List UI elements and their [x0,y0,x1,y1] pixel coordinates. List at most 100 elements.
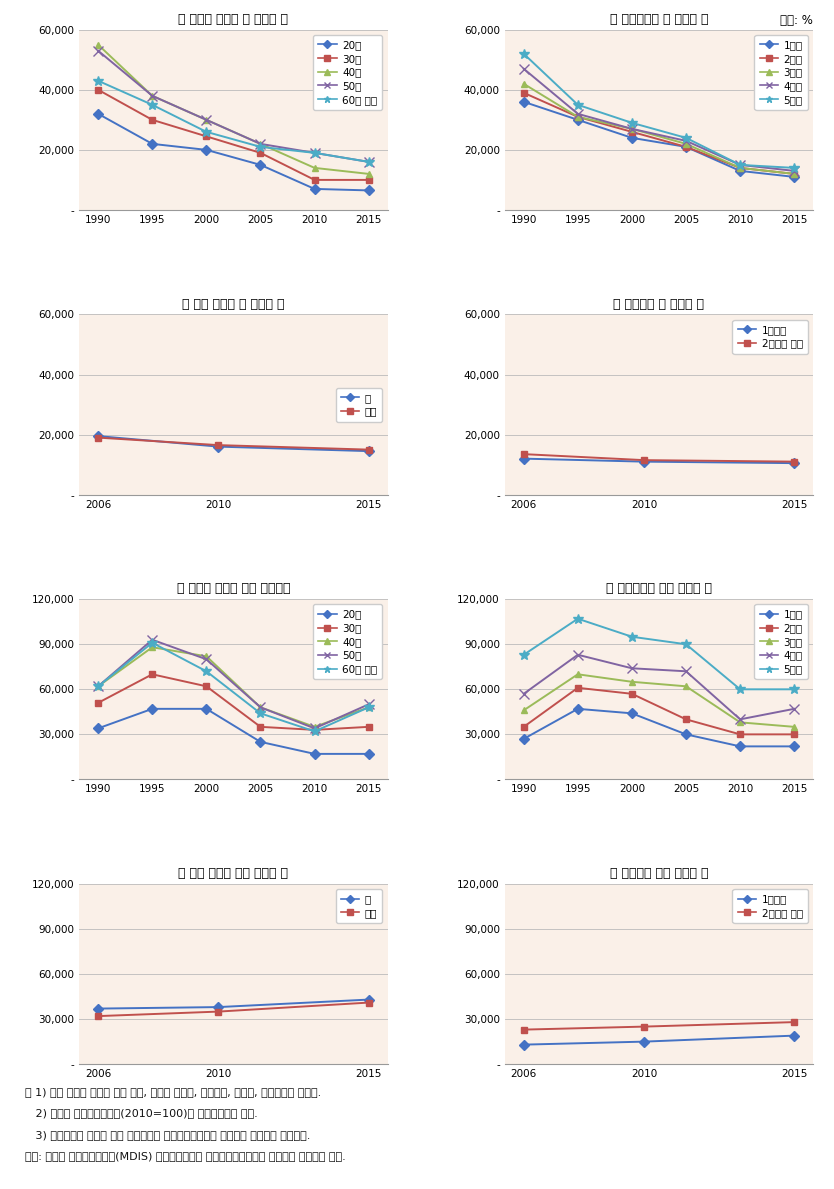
30대 [255,719,265,734]
Line: 1인가구: 1인가구 [520,455,797,466]
2분위 [789,728,799,742]
60대 이상 [93,74,103,88]
20대 [255,735,265,749]
50대 [201,652,211,666]
5분위 [519,46,529,61]
40대 [364,166,374,181]
동 [214,440,224,454]
60대 이상 [255,140,265,155]
3분위 [681,679,691,693]
4분위 [735,712,745,726]
1인가구 [639,1034,649,1049]
Text: 자료: 통계청 마이크로데이터(MDIS) 원격접근서비스 〈가계동향조사〉를 이용하여 원시자료 분서.: 자료: 통계청 마이크로데이터(MDIS) 원격접근서비스 〈가계동향조사〉를 … [25,1151,346,1160]
60대 이상 [148,97,158,112]
Line: 50대: 50대 [93,46,374,166]
4분위 [627,121,637,136]
50대 [309,722,319,736]
5분위 [681,637,691,652]
Legend: 1분위, 2분위, 3분위, 4분위, 5분위: 1분위, 2분위, 3분위, 4분위, 5분위 [755,34,808,109]
동 [93,429,103,443]
60대 이상 [201,125,211,139]
Line: 4분위: 4분위 [519,650,799,724]
1인가구 [789,457,799,471]
3분위 [681,137,691,151]
읍면 [214,438,224,452]
1분위 [573,113,583,127]
2분위 [573,109,583,124]
Line: 4분위: 4분위 [519,64,799,176]
60대 이상 [255,706,265,721]
Line: 5분위: 5분위 [519,614,799,694]
5분위 [519,648,529,662]
40대 [148,89,158,103]
30대 [148,667,158,681]
읍면 [364,995,374,1009]
5분위 [789,682,799,697]
20대 [364,183,374,197]
Text: 3) 가구원수는 가구원 수의 제곱근으로 균등화하였으므로 가구원당 기준으로 표준화됨.: 3) 가구원수는 가구원 수의 제곱근으로 균등화하였으므로 가구원당 기준으로… [25,1130,310,1139]
20대 [148,137,158,151]
Title: 〈 가구주 연령별 육류 지출액〉: 〈 가구주 연령별 육류 지출액〉 [177,583,290,596]
20대 [364,747,374,761]
4분위 [519,62,529,76]
4분위 [519,687,529,702]
Title: 〈 소득분위별 쌍 지출액 〉: 〈 소득분위별 쌍 지출액 〉 [610,13,708,26]
50대 [255,700,265,715]
4분위 [573,107,583,121]
60대 이상 [309,146,319,161]
Line: 50대: 50대 [93,635,374,734]
Line: 1분위: 1분위 [520,99,797,181]
2인이상 가구 [519,447,529,461]
4분위 [627,661,637,675]
Line: 2분위: 2분위 [520,685,797,738]
읍면 [364,442,374,457]
Line: 3분위: 3분위 [520,81,797,177]
1분위 [519,95,529,109]
50대 [364,155,374,169]
Legend: 동, 읍면: 동, 읍면 [335,889,383,923]
40대 [148,640,158,654]
Legend: 동, 읍면: 동, 읍면 [335,388,383,422]
60대 이상 [309,724,319,738]
30대 [93,696,103,710]
Line: 60대 이상: 60대 이상 [93,637,374,736]
1인가구 [519,452,529,466]
30대 [93,83,103,97]
40대 [201,649,211,663]
읍면 [214,1005,224,1019]
Title: 〈 거주 지역별 쌍 지출액 〉: 〈 거주 지역별 쌍 지출액 〉 [182,297,284,310]
1분위 [681,728,691,742]
4분위 [789,164,799,178]
FancyBboxPatch shape [5,2,829,1097]
Text: 2) 품목별 소비자물가지수(2010=100)로 디플레이트한 값임.: 2) 품목별 소비자물가지수(2010=100)로 디플레이트한 값임. [25,1108,258,1118]
Line: 2분위: 2분위 [520,89,797,177]
40대 [309,161,319,175]
2인이상 가구 [789,454,799,468]
1분위 [681,140,691,155]
3분위 [735,161,745,175]
40대 [255,700,265,715]
20대 [255,158,265,172]
2인이상 가구 [789,1015,799,1030]
1분위 [735,164,745,178]
5분위 [627,115,637,130]
20대 [309,182,319,196]
Line: 30대: 30대 [95,87,372,183]
Legend: 1인가구, 2인이상 가구: 1인가구, 2인이상 가구 [732,889,808,923]
20대 [93,107,103,121]
40대 [93,679,103,693]
30대 [201,679,211,693]
Line: 40대: 40대 [95,42,372,177]
Text: 단위: %: 단위: % [781,14,813,27]
1인가구 [789,1028,799,1043]
30대 [309,172,319,187]
2분위 [681,140,691,155]
Title: 〈 가구원수 육류 지출액 〉: 〈 가구원수 육류 지출액 〉 [610,867,708,880]
4분위 [681,665,691,679]
Line: 읍면: 읍면 [95,434,372,453]
1분위 [519,731,529,746]
1분위 [789,170,799,184]
2분위 [681,712,691,726]
Legend: 1분위, 2분위, 3분위, 4분위, 5분위: 1분위, 2분위, 3분위, 4분위, 5분위 [755,604,808,679]
5분위 [681,131,691,145]
